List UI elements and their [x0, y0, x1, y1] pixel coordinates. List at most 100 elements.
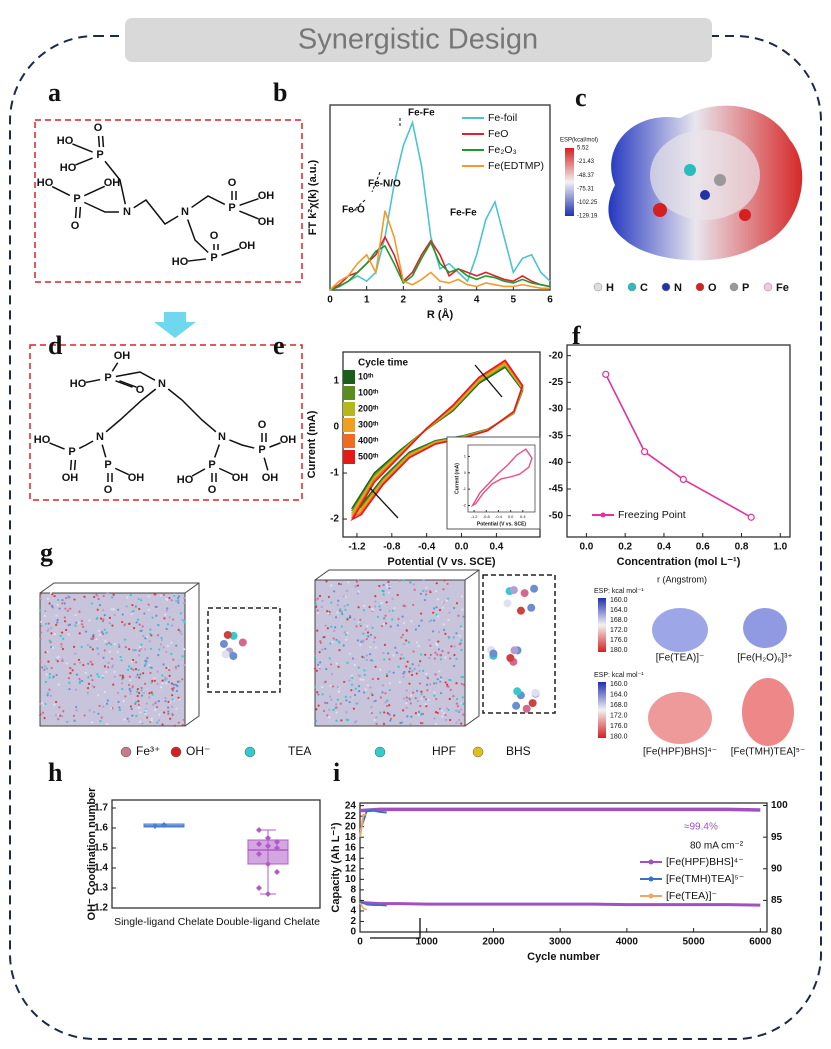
md-particle	[167, 712, 170, 715]
md-particle	[65, 597, 68, 600]
md-particle	[96, 673, 99, 676]
md-particle	[150, 717, 153, 720]
x-tick-label: 1	[364, 295, 370, 306]
md-particle	[175, 689, 179, 693]
md-particle	[405, 701, 408, 705]
legend-label: [Fe(TMH)TEA]⁵⁻	[666, 873, 745, 885]
md-particle	[175, 707, 178, 710]
md-particle	[428, 590, 432, 593]
colorbar-tick: 176.0	[610, 637, 628, 644]
annotation: Fe-N/O	[368, 179, 401, 190]
md-particle	[100, 716, 103, 719]
md-particle	[165, 609, 168, 612]
md-particle	[143, 612, 146, 615]
md-particle	[338, 649, 341, 652]
md-particle	[344, 608, 347, 611]
md-particle	[65, 720, 69, 723]
inset-tick-label: -1	[462, 486, 466, 491]
md-particle	[75, 709, 78, 712]
md-particle	[45, 667, 48, 670]
md-particle	[405, 689, 408, 692]
md-particle	[167, 666, 170, 669]
md-particle	[165, 682, 168, 685]
bond	[83, 201, 119, 213]
atom-label: O	[136, 384, 145, 396]
md-particle	[136, 688, 139, 691]
md-particle	[446, 683, 449, 686]
series-line	[359, 902, 368, 911]
atom-label: HO	[177, 474, 194, 486]
md-particle	[68, 666, 72, 669]
colorbar-tick: 164.0	[610, 691, 628, 698]
md-particle	[316, 629, 319, 632]
md-particle	[166, 623, 170, 626]
md-particle	[380, 601, 383, 605]
atom-key-label: Fe	[776, 282, 789, 294]
colorbar-tick: 168.0	[610, 617, 628, 624]
md-particle	[147, 603, 150, 606]
atom-label: HO	[57, 135, 74, 147]
point	[265, 891, 271, 897]
atom-key	[661, 282, 671, 292]
y-tick-label: 12	[345, 863, 357, 874]
md-particle	[448, 697, 451, 701]
md-particle	[313, 667, 317, 670]
md-particle	[90, 721, 94, 724]
md-particle	[415, 689, 419, 693]
md-particle	[127, 683, 131, 687]
md-particle	[453, 645, 456, 648]
md-particle	[329, 642, 332, 645]
md-particle	[145, 702, 148, 705]
md-particle	[324, 701, 327, 704]
series-line	[359, 900, 387, 907]
title: Synergistic Design	[298, 24, 538, 56]
md-particle	[434, 673, 437, 676]
md-particle	[328, 695, 332, 698]
md-particle	[166, 598, 169, 601]
md-particle	[153, 677, 156, 680]
molecule-atom	[522, 704, 531, 713]
md-particle	[71, 669, 74, 672]
md-particle	[177, 601, 180, 604]
md-particle	[117, 700, 120, 703]
molecule-atom	[520, 589, 529, 598]
md-particle	[366, 684, 370, 687]
atom-label: N	[181, 206, 189, 218]
md-particle	[62, 637, 65, 640]
legend-swatch	[343, 386, 355, 400]
md-particle	[401, 633, 405, 637]
md-particle	[326, 714, 329, 717]
md-particle	[410, 694, 413, 697]
md-particle	[376, 615, 380, 619]
md-particle	[343, 680, 346, 683]
md-particle	[44, 651, 47, 654]
md-particle	[47, 622, 50, 625]
zoom-box	[482, 574, 556, 714]
annotation-arrow	[370, 918, 421, 939]
md-particle	[108, 650, 111, 653]
bond	[167, 388, 217, 433]
md-particle	[433, 607, 436, 610]
bond	[239, 210, 259, 220]
legend-icon	[120, 746, 132, 758]
md-particle	[315, 598, 318, 601]
md-particle	[420, 690, 423, 693]
md-particle	[102, 609, 105, 612]
md-particle	[408, 697, 411, 700]
md-particle	[426, 689, 429, 692]
y2-tick-label: 95	[771, 832, 783, 843]
x-tick-label: 0	[327, 295, 333, 306]
md-particle	[140, 686, 143, 690]
md-particle	[460, 722, 463, 725]
x-tick-label: 0.8	[735, 542, 749, 553]
md-particle	[56, 603, 59, 606]
md-particle	[171, 713, 174, 717]
md-particle	[339, 702, 342, 705]
md-particle	[435, 723, 438, 726]
md-particle	[386, 712, 389, 715]
md-particle	[368, 653, 372, 656]
md-particle	[121, 674, 124, 677]
y-tick-label: 10	[345, 874, 357, 885]
inset-tick-label: -0.8	[483, 514, 491, 519]
md-particle	[327, 611, 330, 615]
